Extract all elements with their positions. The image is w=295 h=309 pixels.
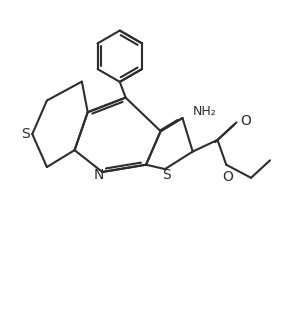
Text: O: O [222,170,233,184]
Text: S: S [22,127,30,141]
Text: O: O [240,114,251,128]
Text: N: N [94,168,104,183]
Text: S: S [162,168,171,182]
Text: NH₂: NH₂ [193,105,217,118]
